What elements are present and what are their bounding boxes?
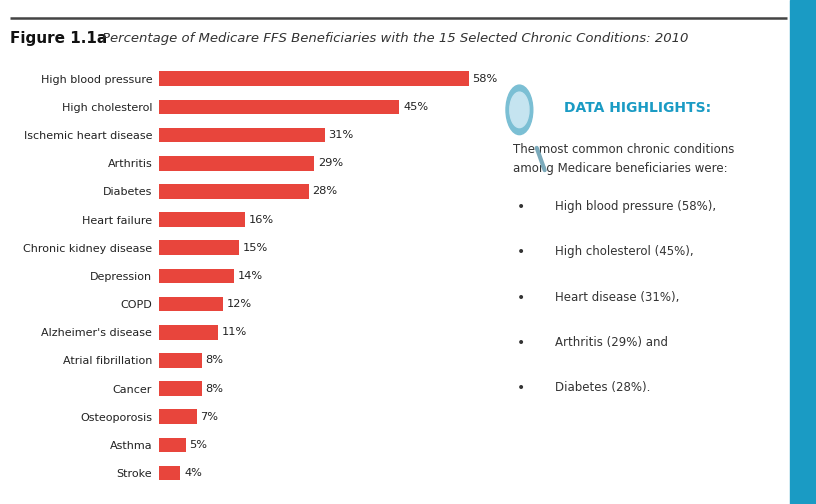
- Bar: [159, 156, 314, 171]
- Ellipse shape: [510, 92, 529, 128]
- Text: DATA HIGHLIGHTS:: DATA HIGHLIGHTS:: [564, 101, 712, 115]
- Bar: [159, 466, 180, 480]
- Bar: [159, 297, 224, 311]
- Text: 58%: 58%: [472, 74, 498, 84]
- Bar: [159, 72, 469, 86]
- Bar: [159, 437, 186, 452]
- Text: 5%: 5%: [189, 440, 207, 450]
- Text: 8%: 8%: [206, 384, 224, 394]
- Bar: [159, 381, 202, 396]
- Text: •: •: [517, 245, 525, 260]
- Text: Arthritis (29%) and: Arthritis (29%) and: [555, 336, 668, 349]
- Bar: [159, 325, 218, 340]
- Bar: [159, 353, 202, 368]
- Text: 12%: 12%: [227, 299, 252, 309]
- Text: •: •: [517, 291, 525, 305]
- Text: High cholesterol (45%),: High cholesterol (45%),: [555, 245, 694, 259]
- Text: Figure 1.1a: Figure 1.1a: [10, 31, 107, 46]
- Text: 15%: 15%: [243, 243, 268, 253]
- Text: Percentage of Medicare FFS Beneficiaries with the 15 Selected Chronic Conditions: Percentage of Medicare FFS Beneficiaries…: [102, 32, 688, 45]
- Text: 8%: 8%: [206, 355, 224, 365]
- Bar: [159, 269, 234, 283]
- Text: •: •: [517, 336, 525, 350]
- Text: 11%: 11%: [222, 327, 247, 337]
- Text: Heart disease (31%),: Heart disease (31%),: [555, 291, 680, 304]
- Text: •: •: [517, 200, 525, 214]
- Bar: [159, 240, 239, 255]
- Bar: [159, 100, 399, 114]
- Text: The most common chronic conditions
among Medicare beneficiaries were:: The most common chronic conditions among…: [513, 143, 734, 175]
- Text: 4%: 4%: [184, 468, 202, 478]
- Text: 14%: 14%: [237, 271, 263, 281]
- Text: 45%: 45%: [403, 102, 428, 112]
- Text: •: •: [517, 381, 525, 395]
- Bar: [159, 184, 308, 199]
- Text: 29%: 29%: [317, 158, 343, 168]
- Text: High blood pressure (58%),: High blood pressure (58%),: [555, 200, 716, 213]
- Text: 28%: 28%: [313, 186, 338, 197]
- Text: 7%: 7%: [200, 412, 218, 422]
- Text: Diabetes (28%).: Diabetes (28%).: [555, 381, 650, 394]
- Bar: [159, 409, 197, 424]
- Text: 16%: 16%: [248, 215, 273, 225]
- Bar: [159, 212, 245, 227]
- Bar: [159, 128, 325, 143]
- Text: 31%: 31%: [328, 130, 353, 140]
- Ellipse shape: [506, 85, 533, 135]
